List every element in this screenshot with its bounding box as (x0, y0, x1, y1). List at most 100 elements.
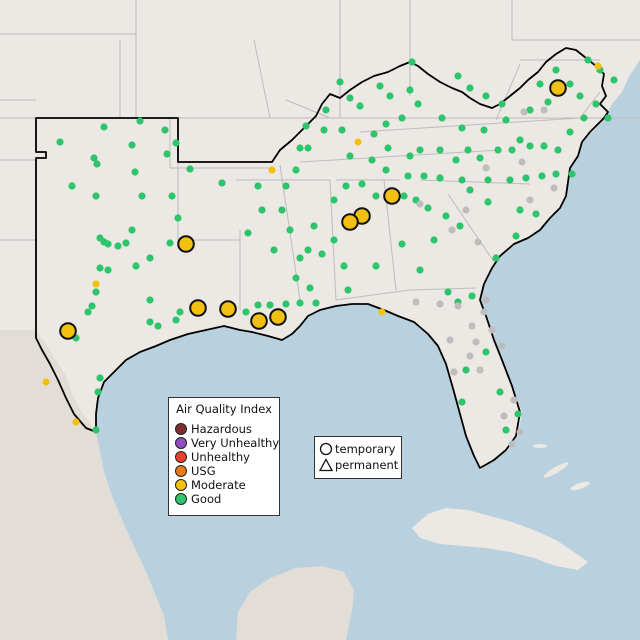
good-station-marker[interactable] (566, 80, 574, 88)
good-station-marker[interactable] (128, 226, 136, 234)
unreported-station-marker[interactable] (488, 326, 496, 334)
good-station-marker[interactable] (456, 222, 464, 230)
good-station-marker[interactable] (526, 106, 534, 114)
good-station-marker[interactable] (458, 398, 466, 406)
good-station-marker[interactable] (244, 229, 252, 237)
good-station-marker[interactable] (254, 182, 262, 190)
moderate-station-marker[interactable] (268, 166, 276, 174)
good-station-marker[interactable] (88, 302, 96, 310)
good-station-marker[interactable] (242, 308, 250, 316)
good-station-marker[interactable] (482, 92, 490, 100)
good-station-marker[interactable] (398, 240, 406, 248)
good-station-marker[interactable] (370, 130, 378, 138)
unreported-station-marker[interactable] (482, 164, 490, 172)
unreported-station-marker[interactable] (480, 308, 488, 316)
good-station-marker[interactable] (146, 254, 154, 262)
good-station-marker[interactable] (346, 94, 354, 102)
moderate-station-marker[interactable] (92, 280, 100, 288)
good-station-marker[interactable] (100, 238, 108, 246)
good-station-marker[interactable] (68, 182, 76, 190)
good-station-marker[interactable] (372, 192, 380, 200)
good-station-marker[interactable] (430, 236, 438, 244)
good-station-marker[interactable] (372, 262, 380, 270)
unreported-station-marker[interactable] (468, 322, 476, 330)
good-station-marker[interactable] (458, 176, 466, 184)
moderate-temporary-monitor-marker[interactable] (383, 187, 401, 205)
good-station-marker[interactable] (128, 141, 136, 149)
good-station-marker[interactable] (466, 84, 474, 92)
good-station-marker[interactable] (512, 232, 520, 240)
good-station-marker[interactable] (382, 120, 390, 128)
good-station-marker[interactable] (584, 56, 592, 64)
good-station-marker[interactable] (330, 196, 338, 204)
good-station-marker[interactable] (538, 172, 546, 180)
good-station-marker[interactable] (304, 144, 312, 152)
good-station-marker[interactable] (552, 66, 560, 74)
good-station-marker[interactable] (342, 182, 350, 190)
good-station-marker[interactable] (154, 322, 162, 330)
good-station-marker[interactable] (516, 136, 524, 144)
good-station-marker[interactable] (90, 154, 98, 162)
good-station-marker[interactable] (502, 116, 510, 124)
good-station-marker[interactable] (526, 142, 534, 150)
good-station-marker[interactable] (452, 156, 460, 164)
good-station-marker[interactable] (498, 100, 506, 108)
good-station-marker[interactable] (320, 126, 328, 134)
good-station-marker[interactable] (468, 292, 476, 300)
good-station-marker[interactable] (536, 80, 544, 88)
good-station-marker[interactable] (172, 316, 180, 324)
moderate-temporary-monitor-marker[interactable] (269, 308, 287, 326)
good-station-marker[interactable] (258, 206, 266, 214)
good-station-marker[interactable] (146, 296, 154, 304)
good-station-marker[interactable] (466, 186, 474, 194)
good-station-marker[interactable] (296, 299, 304, 307)
good-station-marker[interactable] (406, 152, 414, 160)
moderate-temporary-monitor-marker[interactable] (250, 312, 268, 330)
moderate-temporary-monitor-marker[interactable] (189, 299, 207, 317)
good-station-marker[interactable] (496, 388, 504, 396)
good-station-marker[interactable] (254, 301, 262, 309)
good-station-marker[interactable] (304, 246, 312, 254)
good-station-marker[interactable] (420, 172, 428, 180)
good-station-marker[interactable] (312, 299, 320, 307)
unreported-station-marker[interactable] (448, 226, 456, 234)
good-station-marker[interactable] (310, 222, 318, 230)
moderate-temporary-monitor-marker[interactable] (177, 235, 195, 253)
unreported-station-marker[interactable] (520, 108, 528, 116)
good-station-marker[interactable] (146, 318, 154, 326)
good-station-marker[interactable] (424, 204, 432, 212)
good-station-marker[interactable] (480, 126, 488, 134)
good-station-marker[interactable] (266, 301, 274, 309)
good-station-marker[interactable] (566, 128, 574, 136)
unreported-station-marker[interactable] (476, 366, 484, 374)
good-station-marker[interactable] (302, 122, 310, 130)
good-station-marker[interactable] (84, 308, 92, 316)
good-station-marker[interactable] (292, 274, 300, 282)
good-station-marker[interactable] (92, 426, 100, 434)
good-station-marker[interactable] (476, 154, 484, 162)
good-station-marker[interactable] (270, 246, 278, 254)
good-station-marker[interactable] (610, 76, 618, 84)
unreported-station-marker[interactable] (454, 302, 462, 310)
unreported-station-marker[interactable] (510, 396, 518, 404)
good-station-marker[interactable] (514, 410, 522, 418)
good-station-marker[interactable] (398, 114, 406, 122)
good-station-marker[interactable] (458, 124, 466, 132)
moderate-station-marker[interactable] (594, 62, 602, 70)
unreported-station-marker[interactable] (416, 200, 424, 208)
good-station-marker[interactable] (166, 239, 174, 247)
good-station-marker[interactable] (376, 82, 384, 90)
good-station-marker[interactable] (568, 170, 576, 178)
unreported-station-marker[interactable] (466, 352, 474, 360)
good-station-marker[interactable] (516, 206, 524, 214)
good-station-marker[interactable] (368, 156, 376, 164)
good-station-marker[interactable] (100, 123, 108, 131)
good-station-marker[interactable] (344, 286, 352, 294)
good-station-marker[interactable] (278, 206, 286, 214)
good-station-marker[interactable] (532, 210, 540, 218)
good-station-marker[interactable] (132, 262, 140, 270)
good-station-marker[interactable] (96, 374, 104, 382)
good-station-marker[interactable] (484, 176, 492, 184)
good-station-marker[interactable] (576, 92, 584, 100)
